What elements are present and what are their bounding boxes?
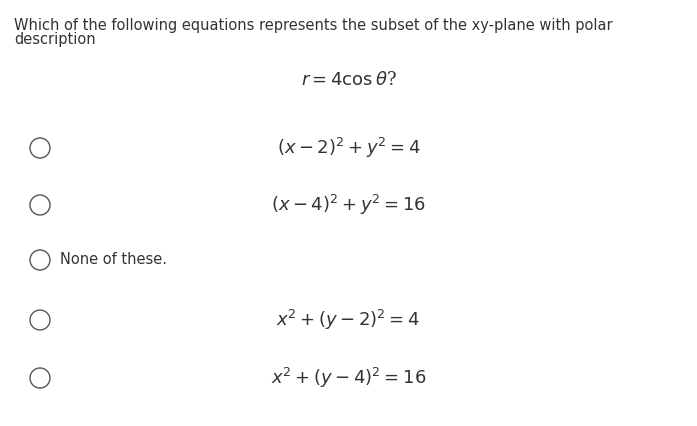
Text: Which of the following equations represents the subset of the xy-plane with pola: Which of the following equations represe… bbox=[14, 18, 613, 33]
Text: $(x - 4)^2 + y^2 = 16$: $(x - 4)^2 + y^2 = 16$ bbox=[271, 193, 426, 217]
Text: None of these.: None of these. bbox=[60, 253, 167, 268]
Text: $x^2 + (y - 4)^2 = 16$: $x^2 + (y - 4)^2 = 16$ bbox=[271, 366, 426, 390]
Text: $r = 4\cos\theta$?: $r = 4\cos\theta$? bbox=[300, 71, 397, 89]
Text: $(x - 2)^2 + y^2 = 4$: $(x - 2)^2 + y^2 = 4$ bbox=[277, 136, 420, 160]
Text: description: description bbox=[14, 32, 95, 47]
Text: $x^2 + (y - 2)^2 = 4$: $x^2 + (y - 2)^2 = 4$ bbox=[277, 308, 420, 332]
